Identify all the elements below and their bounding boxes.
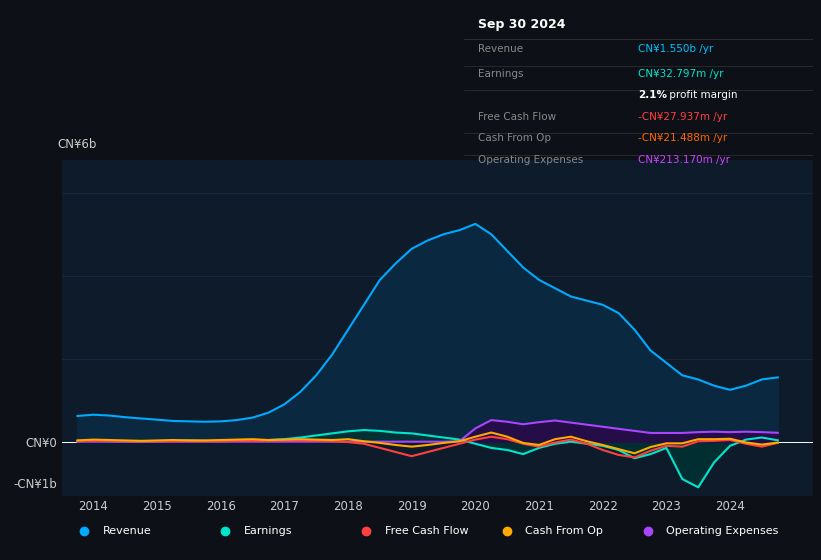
Text: Revenue: Revenue	[478, 44, 523, 54]
Text: CN¥32.797m /yr: CN¥32.797m /yr	[639, 69, 724, 79]
Text: Operating Expenses: Operating Expenses	[478, 155, 583, 165]
Text: CN¥6b: CN¥6b	[57, 138, 97, 151]
Text: Cash From Op: Cash From Op	[525, 526, 603, 535]
Text: Revenue: Revenue	[103, 526, 152, 535]
Text: 2.1%: 2.1%	[639, 91, 667, 100]
Text: CN¥1.550b /yr: CN¥1.550b /yr	[639, 44, 713, 54]
Text: Earnings: Earnings	[244, 526, 292, 535]
Text: Cash From Op: Cash From Op	[478, 133, 551, 143]
Text: Free Cash Flow: Free Cash Flow	[384, 526, 468, 535]
Text: CN¥213.170m /yr: CN¥213.170m /yr	[639, 155, 731, 165]
Text: -CN¥21.488m /yr: -CN¥21.488m /yr	[639, 133, 727, 143]
Text: -CN¥27.937m /yr: -CN¥27.937m /yr	[639, 112, 727, 122]
Text: Earnings: Earnings	[478, 69, 523, 79]
Text: Operating Expenses: Operating Expenses	[667, 526, 778, 535]
Text: profit margin: profit margin	[667, 91, 738, 100]
Text: Sep 30 2024: Sep 30 2024	[478, 18, 566, 31]
Text: Free Cash Flow: Free Cash Flow	[478, 112, 556, 122]
